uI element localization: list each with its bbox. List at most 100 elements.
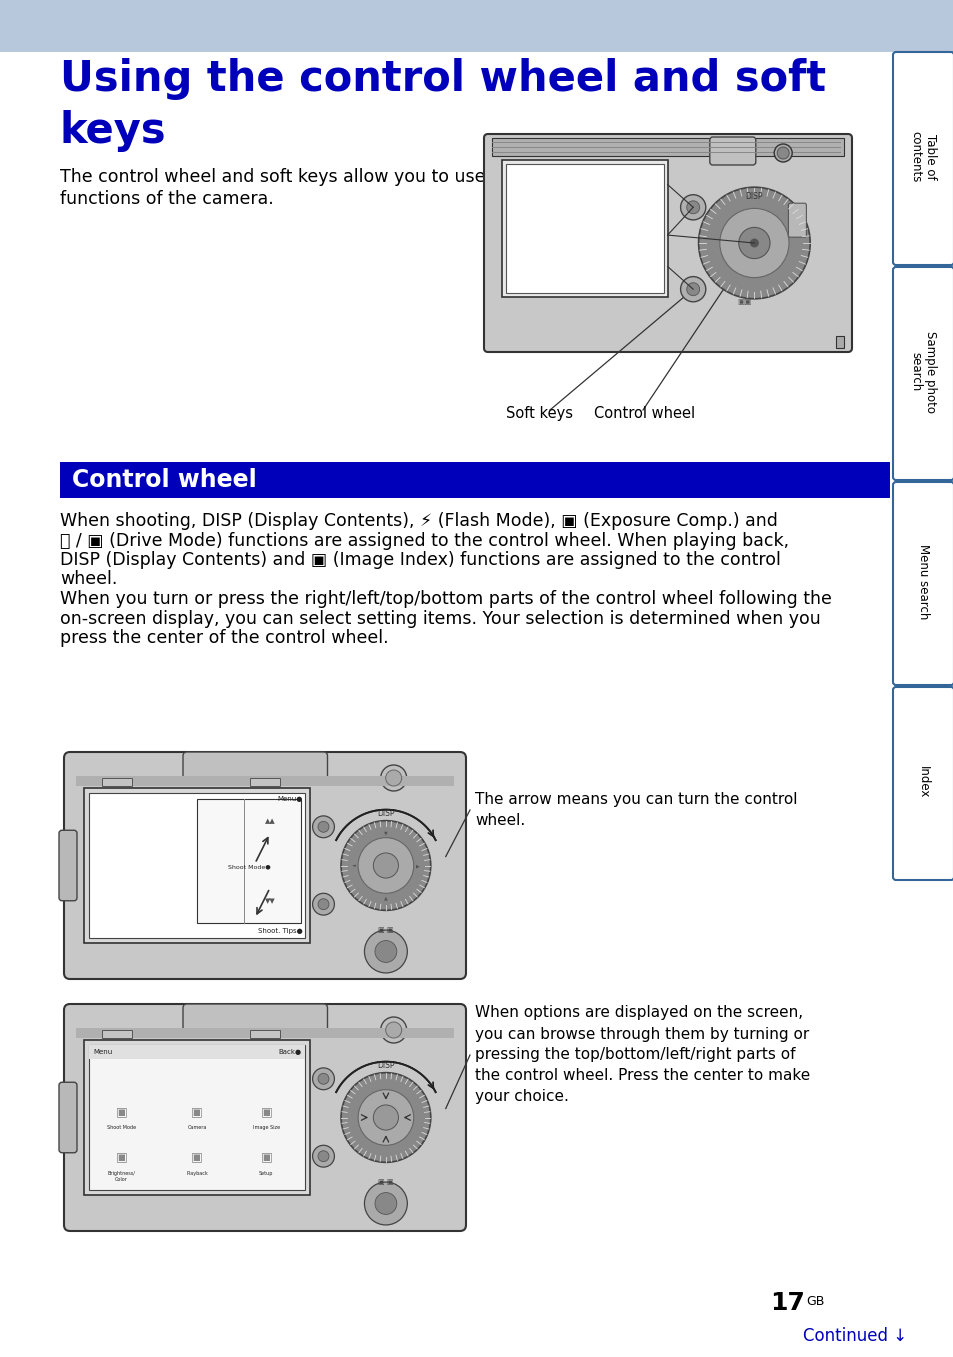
- Circle shape: [317, 1151, 329, 1162]
- Text: press the center of the control wheel.: press the center of the control wheel.: [60, 630, 388, 647]
- Bar: [76, 1029, 454, 1038]
- Text: ▣: ▣: [260, 1105, 272, 1118]
- Bar: [250, 778, 280, 786]
- Circle shape: [777, 147, 788, 159]
- Bar: [250, 1030, 280, 1038]
- Bar: [89, 1045, 305, 1190]
- Text: ▣: ▣: [191, 1151, 203, 1163]
- Text: The control wheel and soft keys allow you to use various: The control wheel and soft keys allow yo…: [60, 168, 555, 186]
- Circle shape: [380, 765, 406, 791]
- Text: Soft keys: Soft keys: [506, 406, 573, 421]
- Text: Control wheel: Control wheel: [594, 406, 695, 421]
- Circle shape: [375, 1193, 396, 1215]
- Text: Shoot. Tips●: Shoot. Tips●: [258, 928, 303, 934]
- Text: ▶: ▶: [416, 863, 419, 868]
- Circle shape: [313, 1145, 335, 1167]
- Bar: [60, 461, 889, 498]
- Text: Shoot Mode●: Shoot Mode●: [228, 864, 271, 870]
- Circle shape: [340, 821, 431, 911]
- Circle shape: [679, 277, 705, 301]
- Text: Continued ↓: Continued ↓: [802, 1327, 906, 1345]
- Text: ▼▼: ▼▼: [264, 898, 275, 905]
- Text: DISP: DISP: [376, 1061, 395, 1071]
- Text: ▣: ▣: [191, 1105, 203, 1118]
- Text: ▲: ▲: [384, 896, 387, 900]
- Bar: [102, 1030, 132, 1038]
- Circle shape: [373, 1105, 398, 1130]
- Text: DISP (Display Contents) and ▣ (Image Index) functions are assigned to the contro: DISP (Display Contents) and ▣ (Image Ind…: [60, 551, 781, 569]
- Text: Setup: Setup: [259, 1171, 274, 1177]
- Text: ▣ ▣: ▣ ▣: [377, 927, 394, 934]
- FancyBboxPatch shape: [709, 137, 755, 166]
- Text: on-screen display, you can select setting items. Your selection is determined wh: on-screen display, you can select settin…: [60, 609, 820, 627]
- Text: Camera: Camera: [187, 1125, 207, 1130]
- FancyBboxPatch shape: [892, 687, 953, 879]
- Text: Brightness/
Color: Brightness/ Color: [108, 1171, 135, 1182]
- Text: ◄: ◄: [352, 863, 355, 868]
- Text: Back●: Back●: [277, 1049, 301, 1054]
- Bar: [505, 164, 663, 293]
- Circle shape: [313, 1068, 335, 1090]
- Text: Menu●: Menu●: [277, 797, 303, 802]
- FancyBboxPatch shape: [892, 482, 953, 685]
- Text: ▣▣: ▣▣: [737, 297, 751, 307]
- Text: Menu search: Menu search: [916, 544, 929, 620]
- Circle shape: [364, 930, 407, 973]
- Bar: [89, 1045, 305, 1058]
- Text: The arrow means you can turn the control
wheel.: The arrow means you can turn the control…: [475, 792, 797, 828]
- FancyBboxPatch shape: [483, 134, 851, 351]
- Circle shape: [375, 940, 396, 962]
- Text: 17: 17: [769, 1291, 804, 1315]
- Bar: [89, 792, 305, 938]
- Bar: [102, 778, 132, 786]
- Text: Control wheel: Control wheel: [71, 468, 256, 493]
- Text: keys: keys: [60, 110, 167, 152]
- Text: ▼: ▼: [384, 830, 387, 836]
- Text: ▣ ▣: ▣ ▣: [377, 1179, 394, 1185]
- FancyBboxPatch shape: [59, 830, 77, 901]
- Circle shape: [317, 1073, 329, 1084]
- Bar: [501, 160, 667, 296]
- Text: ▣: ▣: [115, 1151, 127, 1163]
- FancyBboxPatch shape: [64, 752, 465, 978]
- FancyBboxPatch shape: [64, 1004, 465, 1231]
- Bar: [0, 0, 953, 52]
- Text: Image Size: Image Size: [253, 1125, 279, 1130]
- Text: Index: Index: [916, 765, 929, 798]
- FancyBboxPatch shape: [787, 204, 805, 237]
- Text: Menu: Menu: [92, 1049, 112, 1054]
- FancyBboxPatch shape: [892, 267, 953, 480]
- Text: ▲▲: ▲▲: [264, 818, 275, 824]
- Text: ▣: ▣: [115, 1105, 127, 1118]
- Circle shape: [357, 837, 414, 893]
- Bar: [492, 138, 843, 156]
- Text: ▣: ▣: [260, 1151, 272, 1163]
- Text: Using the control wheel and soft: Using the control wheel and soft: [60, 58, 825, 100]
- Circle shape: [679, 194, 705, 220]
- FancyBboxPatch shape: [183, 1004, 327, 1033]
- Text: When you turn or press the right/left/top/bottom parts of the control wheel foll: When you turn or press the right/left/to…: [60, 590, 831, 608]
- FancyBboxPatch shape: [183, 752, 327, 780]
- Text: DISP: DISP: [376, 809, 395, 818]
- FancyBboxPatch shape: [892, 52, 953, 265]
- Circle shape: [373, 854, 398, 878]
- FancyBboxPatch shape: [59, 1083, 77, 1152]
- Circle shape: [749, 239, 758, 247]
- Circle shape: [385, 769, 401, 786]
- Bar: [84, 1039, 310, 1194]
- Text: GB: GB: [805, 1295, 823, 1308]
- Circle shape: [313, 816, 335, 837]
- Circle shape: [720, 209, 788, 278]
- Bar: [76, 776, 454, 786]
- Text: Shoot Mode: Shoot Mode: [107, 1125, 136, 1130]
- Circle shape: [686, 201, 699, 214]
- Circle shape: [317, 898, 329, 909]
- Circle shape: [380, 1016, 406, 1044]
- Circle shape: [340, 1072, 431, 1163]
- Text: functions of the camera.: functions of the camera.: [60, 190, 274, 208]
- Text: When options are displayed on the screen,
you can browse through them by turning: When options are displayed on the screen…: [475, 1006, 809, 1105]
- Bar: [84, 788, 310, 943]
- Circle shape: [317, 821, 329, 832]
- Text: When shooting, DISP (Display Contents), ⚡ (Flash Mode), ▣ (Exposure Comp.) and: When shooting, DISP (Display Contents), …: [60, 512, 777, 531]
- Circle shape: [364, 1182, 407, 1225]
